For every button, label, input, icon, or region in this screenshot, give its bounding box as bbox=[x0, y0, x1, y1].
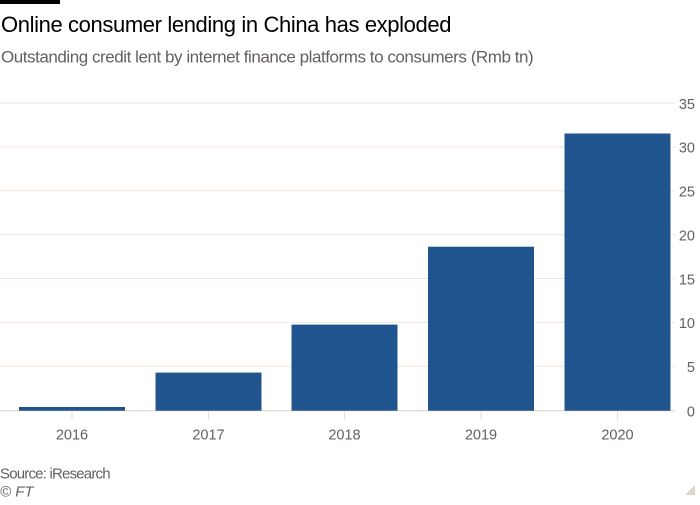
svg-text:35: 35 bbox=[679, 97, 695, 113]
svg-text:Source: iResearch: Source: iResearch bbox=[0, 465, 110, 482]
svg-text:5: 5 bbox=[687, 360, 695, 376]
svg-text:2018: 2018 bbox=[328, 428, 360, 444]
svg-text:Outstanding credit lent by int: Outstanding credit lent by internet fina… bbox=[1, 48, 533, 67]
svg-text:10: 10 bbox=[679, 316, 695, 332]
svg-text:Online consumer lending in Chi: Online consumer lending in China has exp… bbox=[1, 12, 451, 37]
svg-text:15: 15 bbox=[679, 272, 695, 288]
svg-text:2020: 2020 bbox=[601, 428, 633, 444]
svg-text:2017: 2017 bbox=[192, 428, 224, 444]
svg-text:0: 0 bbox=[687, 404, 695, 420]
svg-text:© FT: © FT bbox=[0, 484, 35, 501]
svg-text:25: 25 bbox=[679, 185, 695, 201]
svg-text:30: 30 bbox=[679, 141, 695, 157]
svg-text:2016: 2016 bbox=[56, 428, 88, 444]
svg-text:2019: 2019 bbox=[465, 428, 497, 444]
svg-text:20: 20 bbox=[679, 229, 695, 245]
